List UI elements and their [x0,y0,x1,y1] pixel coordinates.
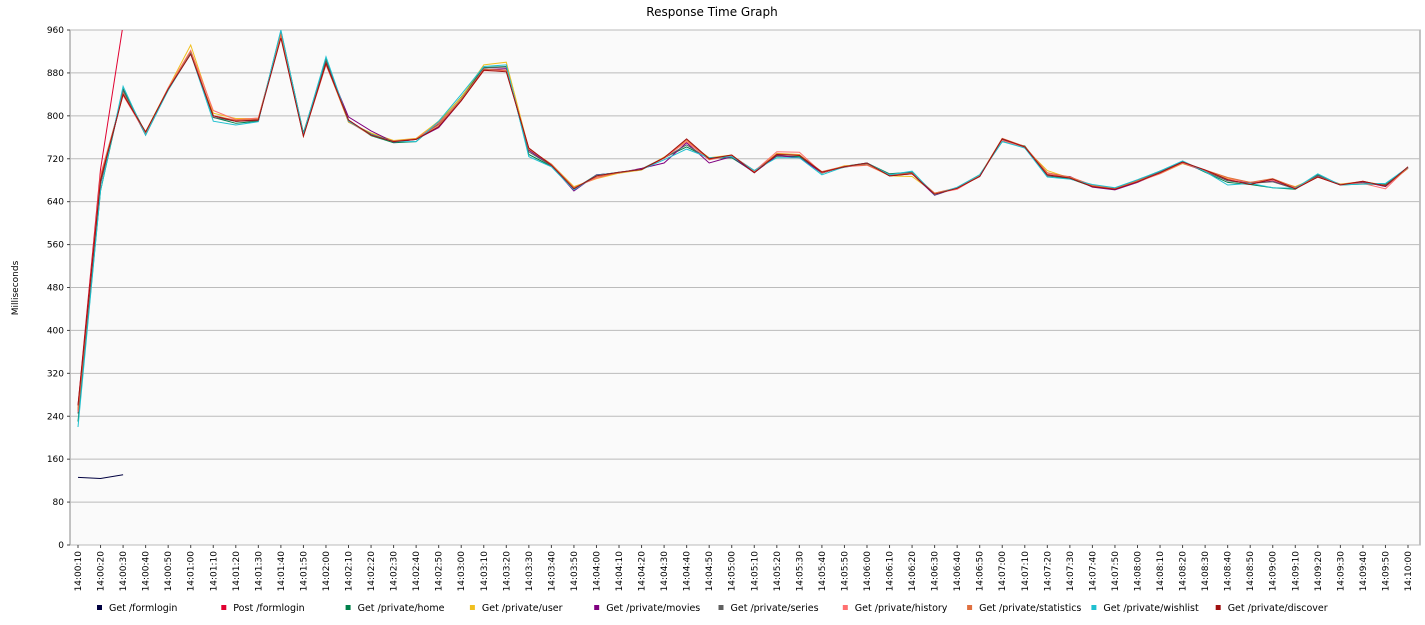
legend-label: Get /private/statistics [979,603,1081,614]
x-tick-label: 14:08:30 [1201,551,1211,592]
x-tick-label: 14:02:00 [322,551,332,592]
x-tick-label: 14:08:20 [1179,551,1189,592]
legend-label: Get /private/wishlist [1103,603,1199,614]
y-tick-label: 0 [58,541,64,551]
x-tick-label: 14:02:40 [412,551,422,592]
legend-label: Get /private/movies [606,603,700,614]
x-tick-label: 14:01:20 [232,551,242,592]
x-tick-label: 14:03:50 [570,551,580,592]
x-tick-label: 14:07:20 [1043,551,1053,592]
x-tick-label: 14:07:30 [1066,551,1076,592]
x-tick-label: 14:06:30 [931,551,941,592]
legend-label: Get /private/discover [1228,603,1328,614]
x-tick-label: 14:01:00 [187,551,197,592]
x-tick-label: 14:02:30 [390,551,400,592]
x-tick-label: 14:01:50 [299,551,309,592]
x-tick-label: 14:00:30 [119,551,129,592]
series-line [77,474,124,480]
series-line [77,37,1409,406]
x-tick-label: 14:09:30 [1336,551,1346,592]
y-tick-label: 80 [53,498,65,508]
y-tick-label: 880 [47,69,64,79]
x-tick-label: 14:03:20 [502,551,512,592]
x-tick-label: 14:05:30 [795,551,805,592]
y-tick-label: 400 [47,326,64,336]
x-tick-label: 14:00:40 [142,551,152,592]
x-tick-label: 14:01:10 [209,551,219,592]
x-tick-label: 14:07:40 [1088,551,1098,592]
x-tick-label: 14:08:00 [1133,551,1143,592]
y-tick-label: 720 [47,155,64,165]
x-tick-label: 14:04:40 [683,551,693,592]
x-tick-label: 14:06:00 [863,551,873,592]
x-tick-label: 14:05:40 [818,551,828,592]
x-tick-label: 14:00:10 [74,551,84,592]
x-tick-label: 14:03:10 [480,551,490,592]
y-tick-label: 640 [47,198,64,208]
x-tick-label: 14:04:30 [660,551,670,592]
x-tick-label: 14:03:30 [525,551,535,592]
x-tick-label: 14:08:40 [1224,551,1234,592]
y-tick-label: 560 [47,241,64,251]
legend-swatch [1091,605,1097,610]
legend-label: Get /private/series [731,603,819,614]
x-tick-label: 14:04:00 [592,551,602,592]
x-tick-label: 14:08:10 [1156,551,1166,592]
x-tick-label: 14:07:10 [1021,551,1031,592]
x-tick-label: 14:02:50 [435,551,445,592]
x-tick-label: 14:05:20 [773,551,783,592]
legend-swatch [97,605,102,610]
legend-label: Get /private/history [855,603,948,614]
x-tick-label: 14:09:20 [1314,551,1324,592]
x-tick-label: 14:06:10 [886,551,896,592]
x-tick-label: 14:09:40 [1359,551,1369,592]
x-tick-label: 14:09:50 [1381,551,1391,592]
x-tick-label: 14:03:40 [547,551,557,592]
x-tick-label: 14:08:50 [1246,551,1256,592]
x-tick-label: 14:06:50 [976,551,986,592]
legend-swatch [718,605,724,610]
x-tick-label: 14:00:20 [97,551,107,592]
x-tick-label: 14:04:10 [615,551,625,592]
x-tick-label: 14:06:40 [953,551,963,592]
x-tick-label: 14:02:20 [367,551,377,592]
y-tick-label: 800 [47,112,64,122]
y-axis-label: Milliseconds [11,260,21,315]
x-tick-label: 14:10:00 [1404,551,1414,592]
x-tick-label: 14:03:00 [457,551,467,592]
legend-swatch [842,605,848,610]
x-tick-label: 14:07:00 [998,551,1008,592]
legend-label: Post /formlogin [233,603,304,614]
y-tick-label: 240 [47,412,64,422]
x-tick-label: 14:05:10 [750,551,760,592]
x-tick-label: 14:04:20 [638,551,648,592]
legend-label: Get /formlogin [109,603,177,614]
legend-swatch [345,605,351,610]
legend-label: Get /private/home [358,603,445,614]
legend-swatch [967,605,973,610]
x-tick-label: 14:07:50 [1111,551,1121,592]
x-tick-label: 14:05:50 [840,551,850,592]
chart-title: Response Time Graph [646,5,777,19]
x-tick-label: 14:09:00 [1269,551,1279,592]
x-tick-label: 14:04:50 [705,551,715,592]
y-tick-label: 480 [47,284,64,294]
x-tick-label: 14:05:00 [728,551,738,592]
y-tick-label: 320 [47,369,64,379]
legend-swatch [469,605,475,610]
x-tick-label: 14:01:30 [254,551,264,592]
x-tick-label: 14:01:40 [277,551,287,592]
x-tick-label: 14:00:50 [164,551,174,592]
y-tick-label: 160 [47,455,64,465]
legend-swatch [594,605,600,610]
x-tick-label: 14:06:20 [908,551,918,592]
legend-label: Get /private/user [482,603,563,614]
x-tick-label: 14:09:10 [1291,551,1301,592]
y-tick-label: 960 [47,26,64,36]
legend-swatch [1215,605,1221,610]
x-tick-label: 14:02:10 [345,551,355,592]
legend-swatch [221,605,227,610]
